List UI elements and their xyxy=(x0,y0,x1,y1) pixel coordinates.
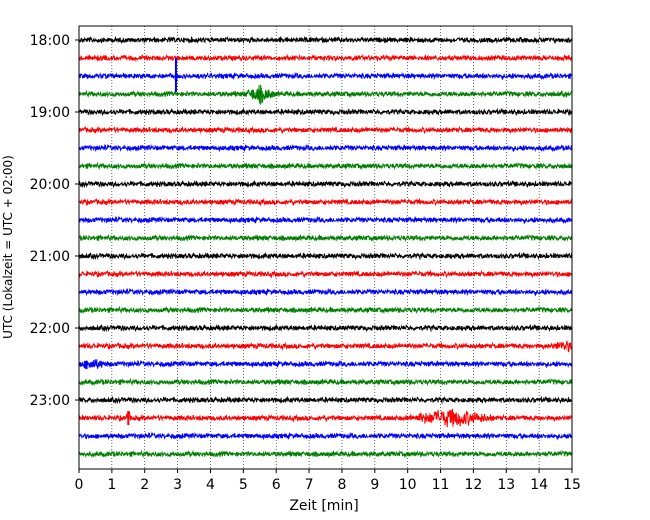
x-tick-label: 14 xyxy=(530,477,548,493)
grid-lines xyxy=(111,26,540,469)
trace-1900 xyxy=(78,107,573,117)
trace-1845 xyxy=(78,84,573,105)
trace-1945 xyxy=(78,161,573,171)
trace-2145 xyxy=(78,305,573,315)
trace-2230 xyxy=(78,359,573,370)
y-tick-label: 18:00 xyxy=(30,33,70,49)
trace-1830 xyxy=(78,70,573,82)
x-tick-label: 10 xyxy=(399,477,417,493)
y-tick-label: 23:00 xyxy=(30,393,70,409)
trace-1930 xyxy=(78,143,573,153)
x-tick-label: 4 xyxy=(206,477,215,493)
x-tick-label: 13 xyxy=(497,477,515,493)
trace-2200 xyxy=(78,323,573,333)
trace-2030 xyxy=(78,215,573,225)
plot-frame xyxy=(78,25,573,470)
y-tick-label: 21:00 xyxy=(30,249,70,265)
trace-2045 xyxy=(78,233,573,243)
x-tick-label: 12 xyxy=(464,477,482,493)
trace-2115 xyxy=(78,269,573,279)
trace-2330 xyxy=(78,431,573,441)
x-tick-label: 11 xyxy=(432,477,450,493)
trace-2315 xyxy=(78,408,573,428)
trace-2345 xyxy=(78,449,573,459)
trace-2300 xyxy=(78,395,573,405)
y-tick-label: 20:00 xyxy=(30,177,70,193)
x-tick-label: 2 xyxy=(140,477,149,493)
y-axis-ticks: 18:00 19:00 20:00 21:00 22:00 23:00 xyxy=(30,33,79,409)
x-axis-label: Zeit [min] xyxy=(289,498,358,514)
x-tick-label: 7 xyxy=(305,477,314,493)
x-tick-label: 5 xyxy=(239,477,248,493)
x-axis-ticks: 0 1 2 3 4 5 6 7 8 9 10 11 12 13 14 15 xyxy=(75,469,581,493)
trace-2245 xyxy=(78,377,573,387)
trace-2100 xyxy=(78,251,573,261)
trace-1815 xyxy=(78,53,573,62)
y-tick-label: 22:00 xyxy=(30,321,70,337)
trace-1915 xyxy=(78,125,573,135)
x-tick-label: 1 xyxy=(107,477,116,493)
y-tick-label: 19:00 xyxy=(30,105,70,121)
trace-2015 xyxy=(78,197,573,207)
x-tick-label: 15 xyxy=(563,477,581,493)
x-tick-label: 8 xyxy=(337,477,346,493)
x-tick-label: 9 xyxy=(370,477,379,493)
x-tick-label: 3 xyxy=(173,477,182,493)
y-axis-label: UTC (Lokalzeit = UTC + 02:00) xyxy=(1,155,15,339)
trace-1800 xyxy=(78,35,573,45)
trace-2215 xyxy=(78,340,573,353)
trace-2130 xyxy=(78,287,573,297)
seismogram-traces xyxy=(78,35,573,459)
x-tick-label: 0 xyxy=(75,477,84,493)
x-tick-label: 6 xyxy=(272,477,281,493)
trace-2000 xyxy=(78,179,573,189)
